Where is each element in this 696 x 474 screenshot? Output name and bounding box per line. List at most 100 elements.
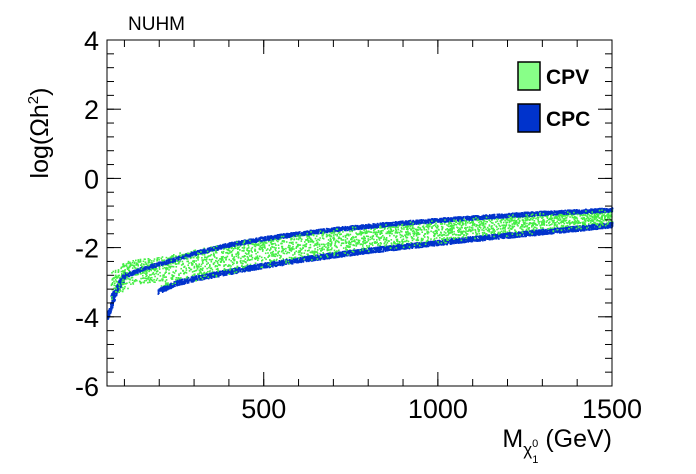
cpv-point [255, 257, 258, 259]
cpv-point [269, 259, 271, 261]
cpv-point [589, 217, 592, 220]
cpc-point [275, 235, 277, 238]
cpv-point [274, 248, 277, 251]
cpv-point [455, 224, 458, 226]
cpc-point [565, 211, 568, 213]
cpv-point [589, 215, 591, 217]
cpv-point [405, 235, 407, 238]
cpv-point [329, 231, 331, 234]
cpc-point [327, 230, 329, 232]
cpv-point [557, 222, 560, 224]
cpv-point [537, 221, 540, 223]
cpv-point [459, 231, 462, 233]
cpc-point [155, 263, 157, 265]
cpv-point [197, 254, 199, 257]
cpv-point [514, 223, 517, 225]
cpc-point [354, 224, 357, 227]
cpv-point [482, 219, 485, 221]
cpc-point [404, 224, 406, 226]
cpc-point [145, 266, 148, 268]
cpv-point [338, 237, 340, 239]
cpv-point [232, 263, 234, 266]
cpv-point [364, 237, 366, 240]
cpv-point [236, 265, 239, 268]
cpv-point [147, 258, 150, 260]
cpv-point [382, 234, 384, 237]
cpv-point [288, 249, 291, 251]
cpv-point [297, 238, 300, 241]
cpv-point [165, 256, 168, 259]
cpv-point [142, 281, 144, 284]
cpv-point [303, 252, 306, 254]
cpc-point [337, 226, 340, 229]
cpc-point [566, 212, 569, 214]
cpv-point [526, 225, 529, 227]
cpv-point [330, 242, 333, 245]
cpv-point [233, 247, 235, 250]
cpv-point [270, 243, 273, 245]
cpc-point [487, 215, 489, 217]
cpv-point [584, 221, 587, 223]
cpc-point [154, 266, 157, 269]
cpv-point [290, 256, 293, 259]
cpv-point [197, 255, 199, 258]
cpv-point [469, 229, 471, 231]
cpc-point [439, 218, 441, 220]
cpv-point [583, 222, 585, 225]
cpc-point [509, 215, 512, 217]
cpv-point [334, 230, 337, 233]
cpv-point [508, 226, 511, 228]
cpv-point [177, 277, 180, 279]
cpv-point [511, 217, 514, 219]
cpv-point [336, 246, 338, 249]
cpv-point [416, 229, 419, 231]
cpc-point [606, 208, 608, 210]
cpv-point [237, 247, 239, 249]
cpv-point [380, 236, 383, 238]
cpv-point [111, 282, 114, 284]
cpc-point [483, 215, 486, 218]
cpv-point [397, 240, 399, 243]
cpv-point [331, 247, 333, 249]
cpv-point [466, 233, 469, 235]
cpc-point [602, 208, 605, 210]
cpc-point [465, 217, 467, 219]
cpv-point [162, 274, 164, 277]
cpv-point [500, 220, 502, 222]
cpv-point [362, 240, 365, 243]
cpv-point [564, 225, 567, 228]
cpv-point [278, 250, 280, 253]
cpv-point [140, 264, 142, 266]
cpv-point [197, 273, 199, 276]
cpv-point [399, 234, 402, 236]
cpv-point [543, 222, 545, 224]
cpv-point [555, 215, 557, 218]
cpv-point [465, 222, 467, 225]
cpv-point [246, 249, 249, 252]
cpv-point [124, 285, 126, 288]
cpv-point [315, 239, 318, 242]
cpc-point [598, 211, 600, 214]
data-points-layer [107, 207, 614, 320]
cpv-point [370, 231, 373, 233]
cpv-point [563, 217, 566, 220]
cpc-point [222, 246, 225, 249]
cpv-point [384, 241, 386, 243]
cpv-point [131, 264, 133, 266]
cpv-point [589, 221, 592, 224]
cpc-point [536, 212, 538, 214]
cpv-point [411, 239, 414, 242]
cpv-point [501, 224, 503, 227]
cpv-point [542, 218, 545, 221]
cpv-point [558, 217, 561, 219]
cpc-point [391, 221, 394, 224]
cpc-point [568, 211, 570, 214]
cpc-point [359, 228, 362, 230]
cpv-point [247, 257, 249, 259]
cpv-point [520, 225, 522, 228]
cpv-point [257, 244, 260, 247]
cpc-point [168, 259, 171, 261]
cpv-point [197, 278, 200, 280]
cpc-point [580, 212, 582, 215]
cpv-point [537, 219, 540, 222]
